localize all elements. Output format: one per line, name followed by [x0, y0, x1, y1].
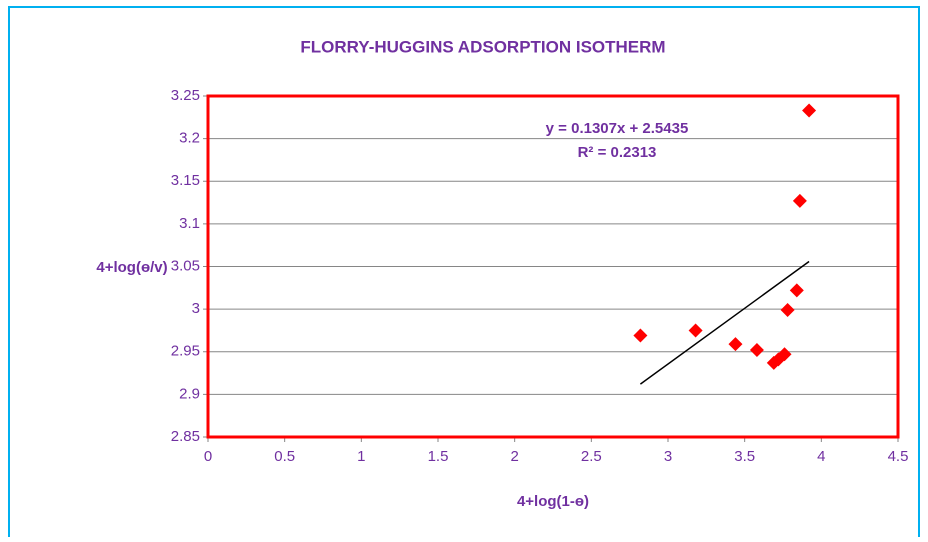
- point: [777, 347, 792, 362]
- trendline-r2: R² = 0.2313: [578, 144, 657, 161]
- plot-border: [206, 94, 900, 439]
- x-tick-label: 0.5: [274, 448, 295, 465]
- point: [749, 343, 764, 358]
- y-tick-label: 3: [192, 300, 200, 317]
- trendline-equation: y = 0.1307x + 2.5435: [546, 120, 689, 137]
- y-tick-label: 2.85: [171, 428, 200, 445]
- x-tick-label: 0: [204, 448, 212, 465]
- x-axis-label: 4+log(1-ɵ): [517, 493, 589, 510]
- x-tick-label: 1.5: [428, 448, 449, 465]
- chart-frame: [8, 6, 920, 542]
- x-tick-label: 4: [817, 448, 825, 465]
- point: [780, 302, 795, 317]
- point: [792, 193, 807, 208]
- y-tick-label: 3.25: [171, 87, 200, 104]
- y-tick-label: 3.15: [171, 172, 200, 189]
- x-tick-label: 2.5: [581, 448, 602, 465]
- x-tick-label: 3.5: [734, 448, 755, 465]
- point: [802, 103, 817, 118]
- x-tick-label: 1: [357, 448, 365, 465]
- y-tick-label: 3.2: [179, 130, 200, 147]
- point: [688, 323, 703, 338]
- x-tick-label: 3: [664, 448, 672, 465]
- y-tick-label: 3.05: [171, 257, 200, 274]
- y-tick-label: 2.9: [179, 385, 200, 402]
- y-tick-label: 2.95: [171, 343, 200, 360]
- y-axis-label: 4+log(ɵ/v): [96, 259, 167, 276]
- x-tick-label: 4.5: [888, 448, 909, 465]
- chart-title: FLORRY-HUGGINS ADSORPTION ISOTHERM: [300, 37, 665, 56]
- point: [633, 328, 648, 343]
- trendline: [639, 260, 810, 385]
- x-tick-label: 2: [510, 448, 518, 465]
- point: [789, 283, 804, 298]
- point: [728, 337, 743, 352]
- y-tick-label: 3.1: [179, 215, 200, 232]
